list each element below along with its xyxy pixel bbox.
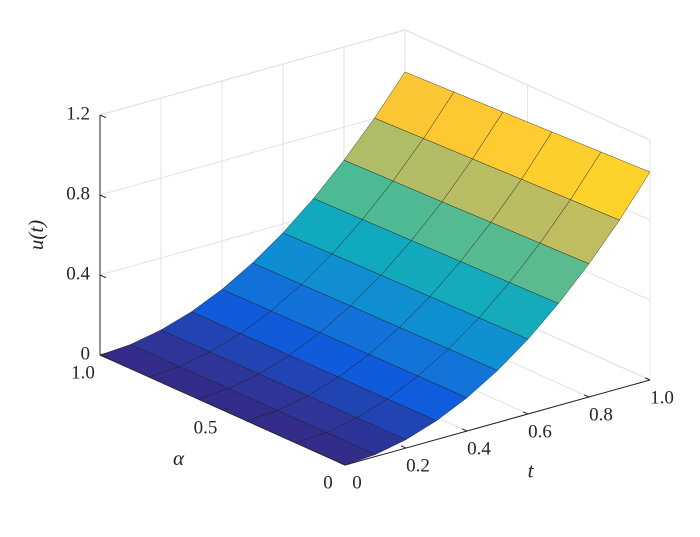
tick-mark <box>99 274 107 279</box>
z-tick-label: 0 <box>81 343 91 364</box>
tick-mark <box>461 428 468 432</box>
tick-mark <box>344 462 352 466</box>
tick-mark <box>644 377 651 381</box>
tick-mark <box>339 462 346 466</box>
tick-mark <box>583 394 590 398</box>
x-tick-label: 1.0 <box>650 387 674 408</box>
axes: 00.20.40.60.81.000.51.000.40.81.2 <box>66 103 674 493</box>
y-axis-label: α <box>173 446 185 470</box>
tick-mark <box>400 445 407 449</box>
tick-mark <box>99 354 107 359</box>
z-tick-label: 0.8 <box>66 183 90 204</box>
x-axis <box>344 379 651 466</box>
tick-mark <box>99 352 107 356</box>
x-tick-label: 0 <box>352 472 362 493</box>
y-tick-label: 0.5 <box>194 417 218 438</box>
x-tick-label: 0.8 <box>589 404 613 425</box>
grid-line <box>99 109 406 196</box>
z-axis-label: u(t) <box>24 220 48 250</box>
z-tick-label: 1.2 <box>66 103 90 124</box>
x-tick-label: 0.6 <box>528 421 552 442</box>
surface <box>99 71 651 466</box>
x-tick-label: 0.2 <box>406 455 430 476</box>
tick-mark <box>222 407 229 411</box>
y-tick-label: 0 <box>323 472 333 493</box>
grid-line <box>99 29 406 116</box>
y-tick-label: 1.0 <box>71 362 95 383</box>
tick-mark <box>99 114 107 119</box>
tick-mark <box>522 411 529 415</box>
grid-line <box>404 29 651 141</box>
z-tick-label: 0.4 <box>66 263 90 284</box>
x-tick-label: 0.4 <box>467 438 491 459</box>
tick-mark <box>99 194 107 199</box>
x-axis-label: t <box>528 458 535 482</box>
